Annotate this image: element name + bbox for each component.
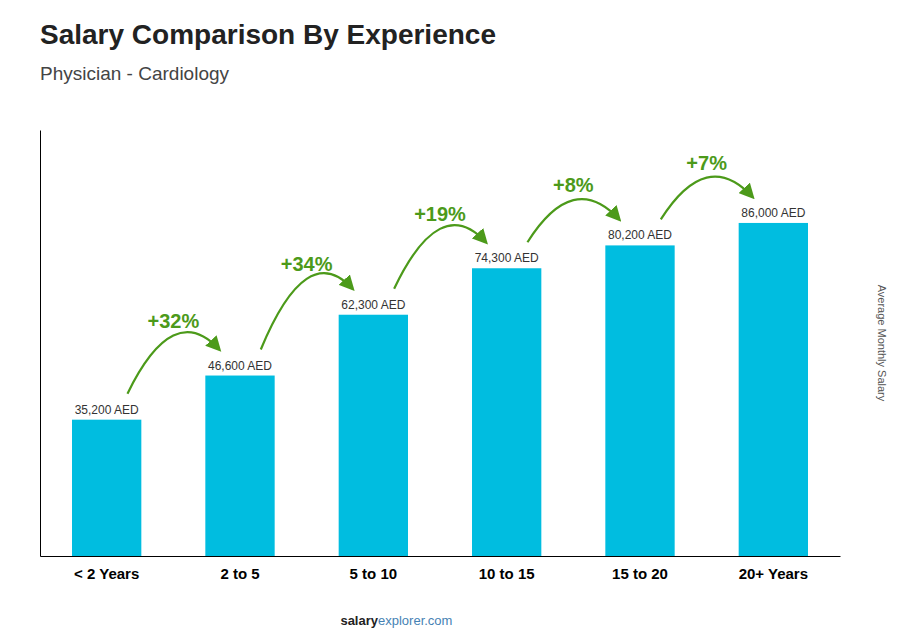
plot: < 2 Years 2 to 5 5 to 10 10 to 15 15 to 20 20… <box>41 131 841 582</box>
x-axis: < 2 Years 2 to 5 5 to 10 10 to 15 15 to 20 20… <box>41 556 841 582</box>
bar <box>739 223 808 556</box>
annotation: +34% <box>281 253 333 275</box>
annotation: +7% <box>686 152 727 174</box>
subtitle: Physician - Cardiology <box>40 63 230 84</box>
bar <box>205 376 274 556</box>
annotation-arrow <box>394 225 486 289</box>
x-tick-label: 20+ Years <box>739 565 808 582</box>
title: Salary Comparison By Experience <box>40 19 496 50</box>
x-tick-label: 10 to 15 <box>479 565 535 582</box>
data-label: 74,300 AED <box>475 251 539 265</box>
bar <box>605 245 674 556</box>
annotations: +32% +34% +19% +8% +7% <box>127 152 752 394</box>
annotation: +32% <box>147 310 199 332</box>
x-tick-label: 5 to 10 <box>350 565 398 582</box>
x-tick: < 2 Years <box>74 556 139 582</box>
footer: salary <box>340 613 378 628</box>
x-tick-label: 15 to 20 <box>612 565 668 582</box>
x-tick-label: < 2 Years <box>74 565 139 582</box>
bars <box>72 223 808 556</box>
data-label: 35,200 AED <box>75 403 139 417</box>
bar <box>72 420 141 556</box>
footer: explorer.com <box>378 613 452 628</box>
x-tick-label: 2 to 5 <box>220 565 259 582</box>
data-labels: 35,200 AED 46,600 AED 62,300 AED 74,300 AED… <box>75 206 806 417</box>
annotation: +8% <box>553 174 594 196</box>
data-label: 46,600 AED <box>208 359 272 373</box>
x-tick: 2 to 5 <box>220 556 259 582</box>
x-axis-line <box>41 556 841 557</box>
annotation-arrow <box>127 332 219 393</box>
annotation: +19% <box>414 203 466 225</box>
y-axis-line <box>40 131 41 557</box>
y-axis-label: Average Monthly Salary <box>876 285 888 402</box>
bar <box>339 315 408 556</box>
bar <box>472 268 541 556</box>
data-label: 62,300 AED <box>341 298 405 312</box>
annotation-arrow <box>527 199 619 242</box>
x-tick: 20+ Years <box>739 556 808 582</box>
chart: Salary Comparison By Experience Physician… <box>0 0 900 641</box>
annotation-arrow <box>261 273 353 349</box>
annotation-arrow <box>661 177 753 220</box>
x-tick: 15 to 20 <box>612 556 668 582</box>
x-tick: 5 to 10 <box>350 556 398 582</box>
y-axis <box>40 131 41 557</box>
data-label: 86,000 AED <box>741 206 805 220</box>
data-label: 80,200 AED <box>608 228 672 242</box>
x-tick: 10 to 15 <box>479 556 535 582</box>
